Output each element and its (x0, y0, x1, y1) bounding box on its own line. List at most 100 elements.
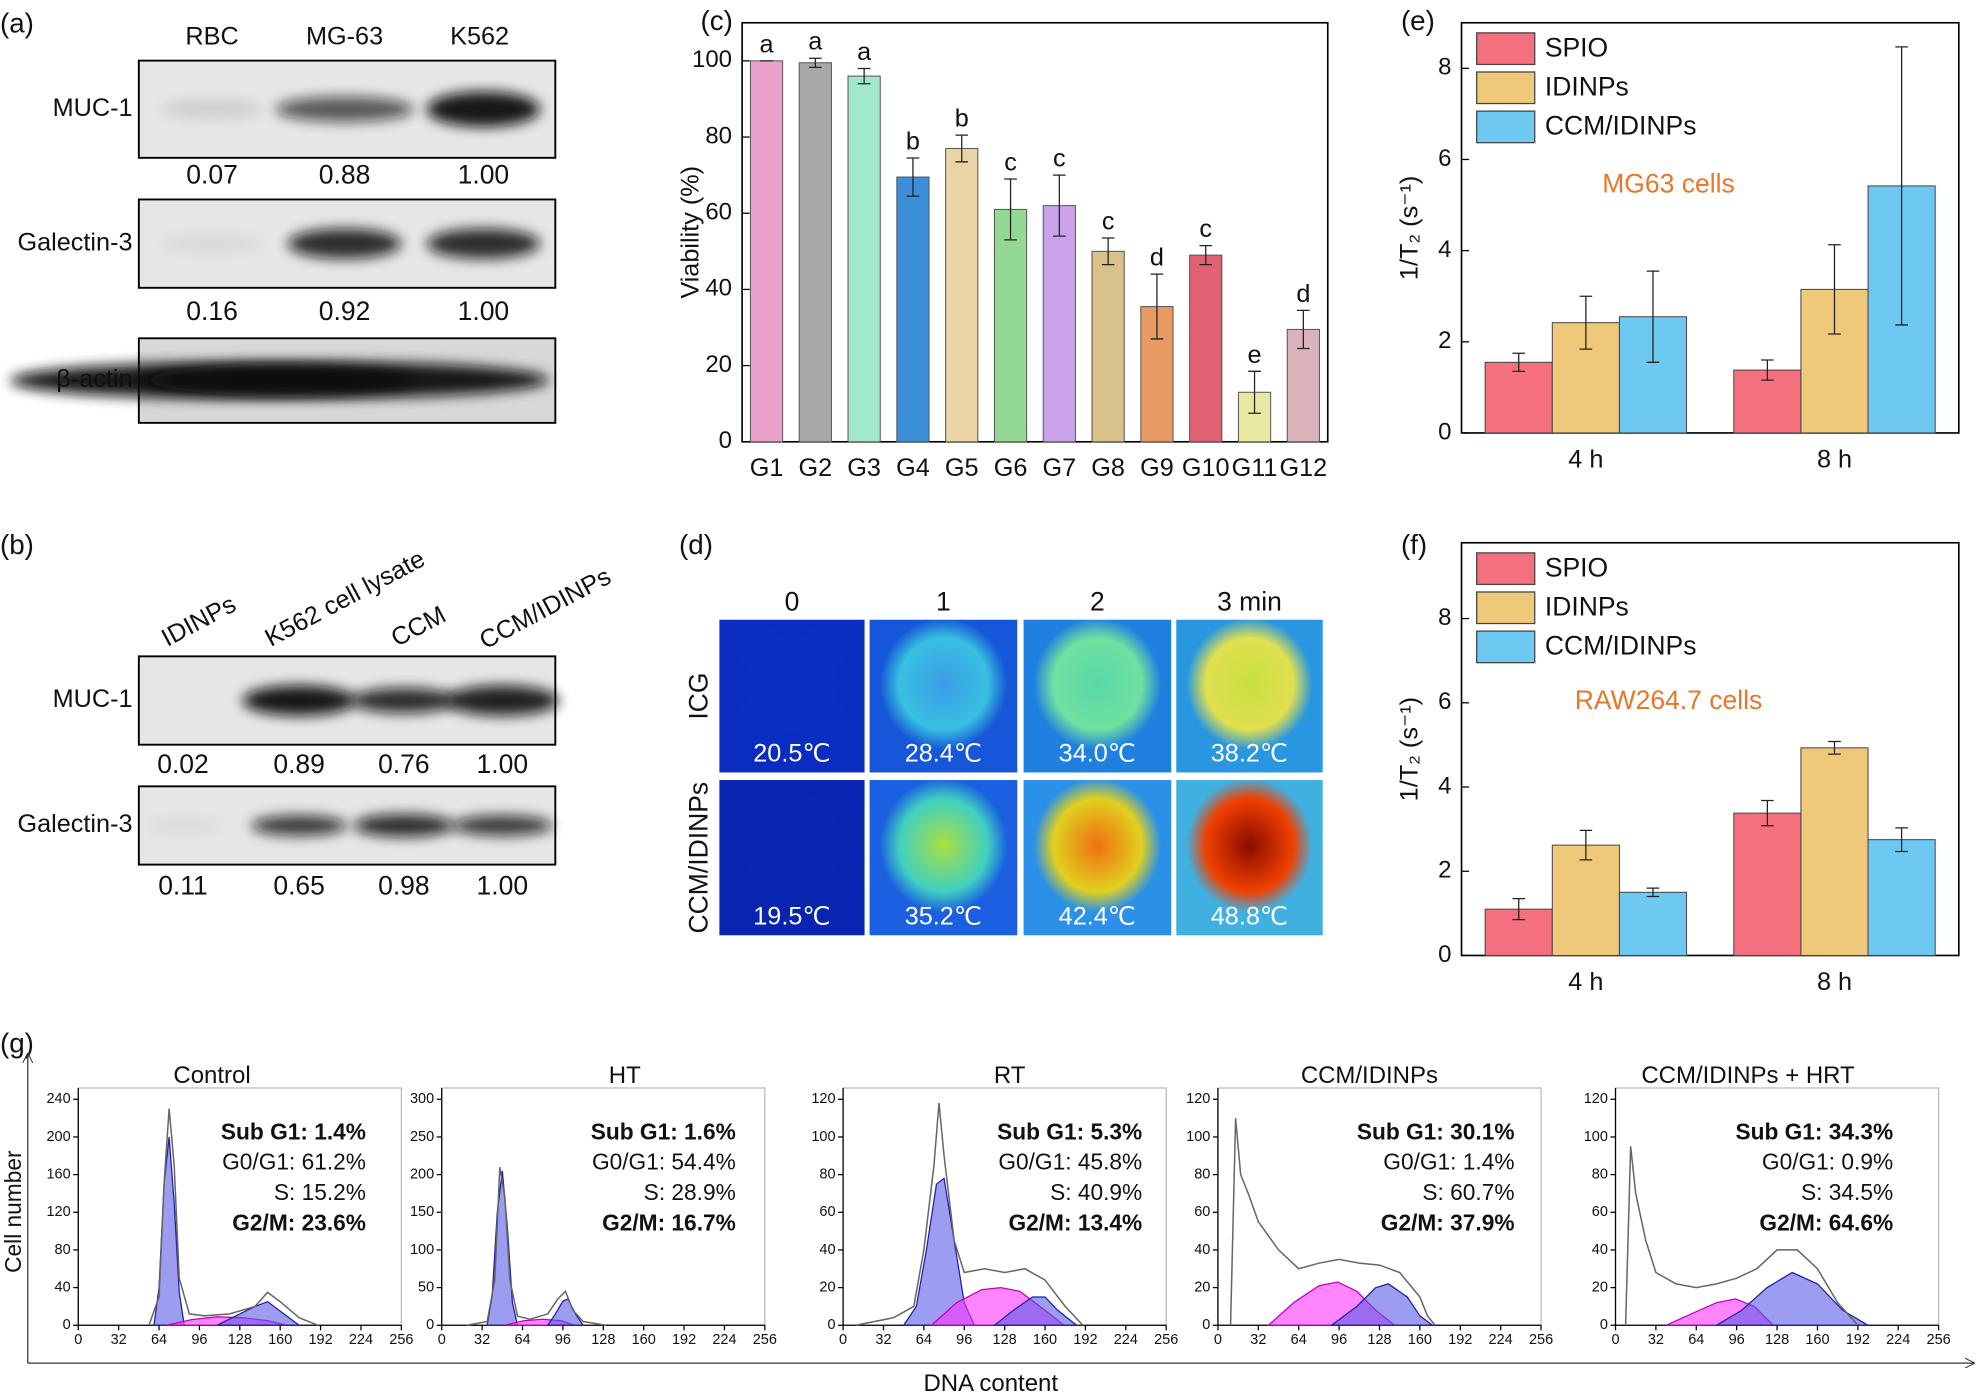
x-tick-label: G8 (1091, 454, 1125, 482)
x-tick-label: 256 (1927, 1332, 1951, 1348)
x-tick-label: 192 (1073, 1332, 1097, 1348)
thermal-image (719, 619, 865, 773)
panel-label: (c) (700, 5, 732, 36)
x-tick-label: 256 (1529, 1332, 1553, 1348)
x-tick-label: 0 (1611, 1332, 1619, 1348)
x-tick-label: 8 h (1817, 968, 1852, 996)
band-quantity: 0.65 (273, 870, 325, 900)
blot-band (161, 233, 263, 254)
y-tick-label: 4 (1438, 772, 1451, 799)
phase-stat: G2/M: 64.6% (1759, 1209, 1893, 1235)
band-quantity: 0.11 (158, 870, 208, 900)
bar (896, 176, 930, 443)
bar (945, 147, 979, 443)
y-axis-label: Viability (%) (676, 166, 704, 299)
x-tick-label: G5 (945, 454, 979, 482)
temperature: 35.2℃ (905, 902, 982, 930)
significance-letter: a (760, 30, 775, 58)
chart-title: CCM/IDINPs + HRT (1641, 1062, 1855, 1089)
y-tick-label: 120 (1186, 1091, 1210, 1107)
significance-letter: c (1102, 208, 1115, 236)
fit-area (1329, 1283, 1435, 1326)
chart-title: CCM/IDINPs (1301, 1062, 1438, 1089)
temperature: 20.5℃ (753, 739, 830, 767)
band-quantity: 1.00 (458, 296, 510, 326)
y-tick-label: 80 (1592, 1166, 1608, 1182)
x-tick-label: G4 (896, 454, 930, 482)
y-tick-label: 4 (1438, 236, 1451, 263)
temperature: 34.0℃ (1059, 739, 1136, 767)
phase-stat: S: 34.5% (1801, 1179, 1893, 1205)
phase-stat: G2/M: 16.7% (602, 1209, 736, 1235)
band-quantity: 0.92 (319, 296, 371, 326)
blot-band (426, 91, 541, 127)
x-tick-label: 0 (839, 1332, 847, 1348)
x-tick-label: 32 (1648, 1332, 1664, 1348)
phase-stat: G2/M: 37.9% (1381, 1209, 1515, 1235)
phase-stat: G2/M: 13.4% (1008, 1209, 1142, 1235)
phase-stat: S: 28.9% (644, 1179, 736, 1205)
x-tick-label: 256 (1154, 1332, 1178, 1348)
blot-band (426, 228, 541, 259)
annotation: MG63 cells (1602, 169, 1735, 199)
time-label: 3 min (1217, 586, 1282, 616)
y-tick-label: 60 (1592, 1204, 1608, 1220)
x-tick-label: 128 (591, 1332, 615, 1348)
error-bar (1828, 244, 1841, 335)
bar (798, 62, 832, 443)
row-label: MUC-1 (53, 94, 133, 122)
bar (1484, 361, 1553, 434)
y-tick-label: 300 (410, 1091, 434, 1107)
x-tick-label: 64 (916, 1332, 932, 1348)
band-quantity: 0.89 (273, 749, 325, 779)
raw-histogram (148, 1108, 319, 1326)
legend-label: SPIO (1545, 32, 1608, 62)
y-tick-label: 40 (819, 1242, 835, 1258)
y-tick-label: 0 (63, 1317, 71, 1333)
bar (749, 60, 784, 443)
band-quantity: 0.07 (186, 160, 238, 190)
fit-area (486, 1170, 519, 1326)
y-tick-label: 60 (819, 1204, 835, 1220)
phase-stat: Sub G1: 1.6% (591, 1118, 736, 1144)
band-quantity: 1.00 (477, 749, 529, 779)
bar (1867, 839, 1936, 956)
x-tick-label: 128 (1765, 1332, 1789, 1348)
legend-label: CCM/IDINPs (1545, 111, 1697, 141)
temperature: 28.4℃ (905, 739, 982, 767)
band-quantity: 1.00 (477, 870, 529, 900)
phase-stat: G0/G1: 1.4% (1383, 1149, 1514, 1175)
blot-band (451, 815, 553, 836)
x-tick-label: 96 (1729, 1332, 1745, 1348)
blot-band (242, 685, 356, 716)
error-bar (1512, 897, 1526, 921)
phase-stat: G0/G1: 54.4% (592, 1149, 736, 1175)
band-quantity: 0.02 (157, 749, 209, 779)
x-tick-label: 64 (1291, 1332, 1307, 1348)
time-label: 0 (785, 586, 800, 616)
x-tick-label: 224 (1886, 1332, 1910, 1348)
error-bar (809, 57, 822, 68)
x-tick-label: 4 h (1568, 968, 1603, 996)
panel-label: (f) (1401, 529, 1427, 560)
error-bar (1248, 370, 1261, 414)
blot-band (353, 814, 455, 837)
y-tick-label: 50 (418, 1279, 434, 1295)
row-label: Galectin-3 (18, 228, 133, 256)
y-tick-label: 120 (811, 1091, 835, 1107)
x-tick-label: 128 (993, 1332, 1017, 1348)
bar (1618, 891, 1688, 956)
phase-stat: Sub G1: 30.1% (1357, 1118, 1515, 1144)
lane-label: RBC (185, 23, 238, 51)
significance-letter: b (906, 128, 920, 156)
error-bar (1004, 178, 1017, 241)
blot-band (275, 96, 414, 122)
y-tick-label: 2 (1438, 327, 1451, 354)
y-tick-label: 250 (410, 1129, 434, 1145)
phase-stat: G0/G1: 45.8% (998, 1149, 1142, 1175)
raw-histogram (466, 1167, 606, 1327)
band-quantity: 1.00 (458, 160, 510, 190)
error-bar (906, 157, 920, 197)
x-tick-label: 192 (308, 1332, 332, 1348)
